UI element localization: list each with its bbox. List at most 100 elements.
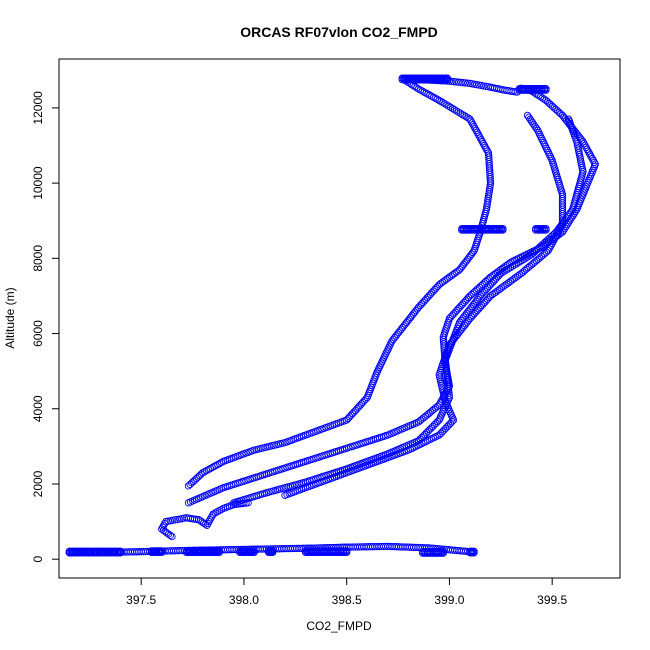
data-point (564, 115, 573, 123)
data-point (549, 237, 557, 246)
data-point (542, 224, 550, 233)
data-point (468, 119, 476, 127)
data-point (424, 90, 432, 98)
data-point (584, 147, 592, 155)
data-point (437, 97, 445, 106)
data-point (343, 547, 351, 555)
data-point (484, 149, 493, 157)
data-point (205, 517, 213, 526)
data-point (586, 151, 594, 159)
x-tick-label: 399.0 (434, 593, 464, 607)
data-point (443, 74, 452, 82)
data-point (531, 123, 539, 131)
data-point (585, 149, 593, 157)
data-point (443, 101, 451, 109)
data-point (439, 99, 447, 107)
data-point (464, 79, 472, 87)
data-point (526, 115, 534, 123)
data-point (469, 121, 477, 129)
data-point (212, 461, 220, 470)
data-point (215, 507, 223, 515)
data-point (481, 143, 490, 152)
data-point (542, 85, 550, 93)
data-point (527, 117, 536, 125)
data-point (526, 249, 535, 257)
data-point (590, 158, 598, 167)
data-point (478, 138, 486, 146)
data-point (211, 509, 219, 517)
data-point (159, 526, 168, 535)
data-point (204, 519, 212, 528)
x-tick-label: 398.0 (229, 593, 259, 607)
data-point (520, 255, 528, 263)
y-axis-label: Altitude (m) (3, 287, 17, 348)
data-point (501, 267, 509, 275)
data-point (362, 395, 370, 403)
data-point (461, 79, 470, 87)
data-point (202, 466, 211, 475)
data-point (523, 111, 532, 120)
data-point (449, 104, 457, 113)
data-point (250, 547, 258, 555)
data-point (472, 126, 480, 135)
data-point (514, 259, 522, 267)
data-point (470, 547, 478, 555)
data-point (532, 224, 540, 233)
data-point (454, 78, 463, 86)
data-point (555, 226, 564, 234)
data-point (469, 248, 477, 257)
data-point (244, 499, 252, 507)
data-point (582, 143, 590, 152)
data-point (206, 464, 214, 473)
data-point (413, 84, 421, 92)
data-point (471, 124, 479, 133)
data-point (588, 155, 596, 163)
data-point (518, 256, 526, 265)
data-point (215, 547, 223, 555)
data-point (422, 438, 430, 446)
data-point (583, 145, 591, 153)
data-point (587, 153, 595, 161)
data-point (514, 272, 522, 280)
data-point (554, 228, 563, 236)
data-point (534, 126, 542, 135)
y-axis: 0 2000 4000 6000 8000 10000 12000 (31, 91, 60, 563)
y-tick-label: 8000 (31, 245, 45, 272)
x-tick-label: 397.5 (126, 593, 156, 607)
data-point (525, 113, 533, 121)
data-point (441, 100, 449, 108)
data-point (422, 89, 430, 97)
data-point (470, 123, 478, 131)
data-point (447, 103, 455, 112)
data-point (416, 440, 424, 449)
data-point (450, 78, 458, 86)
data-point (201, 520, 209, 528)
data-point (452, 78, 460, 86)
data-point (201, 468, 209, 476)
data-point (450, 106, 459, 114)
data-point (508, 262, 517, 270)
data-point (433, 95, 441, 103)
data-point (158, 525, 166, 533)
data-point (474, 130, 482, 138)
data-point (458, 110, 466, 119)
data-point (433, 417, 442, 426)
data-point (416, 86, 425, 94)
data-point (499, 282, 507, 291)
data-point (477, 136, 485, 144)
data-point (418, 87, 427, 95)
data-point (240, 499, 248, 507)
data-point (532, 124, 541, 133)
data-point (546, 243, 554, 251)
data-point (431, 94, 440, 102)
data-point (547, 241, 555, 249)
data-point (538, 94, 547, 102)
data-point (475, 132, 483, 140)
data-point (473, 128, 481, 136)
data-point (460, 111, 468, 120)
data-point (206, 516, 214, 524)
data-point (522, 254, 530, 262)
data-point (499, 268, 507, 276)
data-point (482, 145, 491, 153)
